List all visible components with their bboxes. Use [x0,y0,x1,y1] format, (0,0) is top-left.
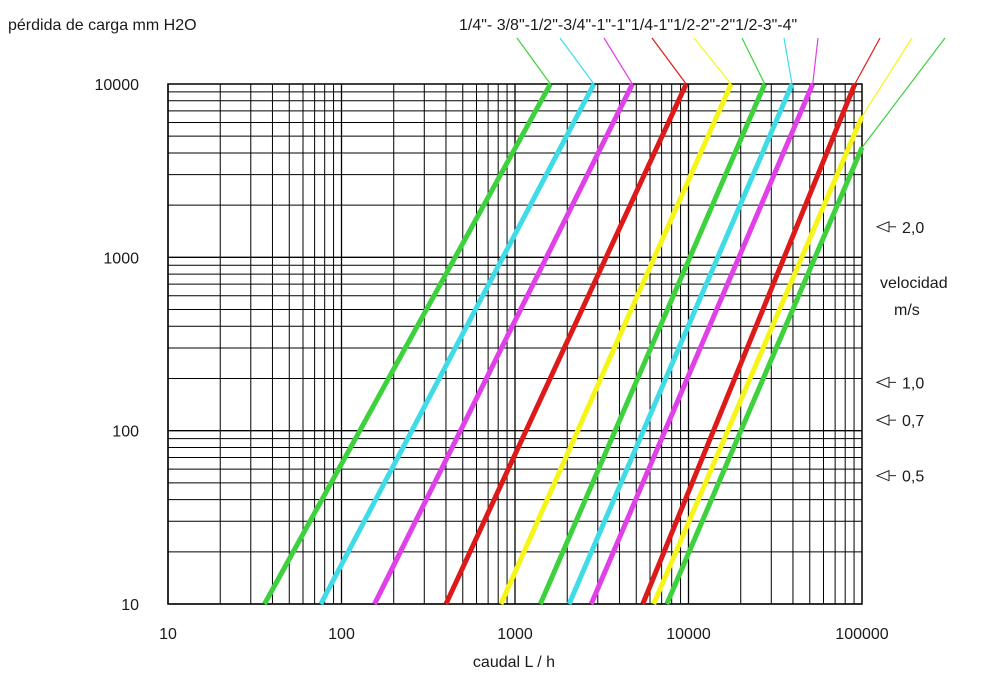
y-tick-label: 10 [121,597,139,614]
leader-line-1 [516,37,551,85]
pipe-line-8 [588,83,816,605]
velocity-value: 0,7 [902,413,924,430]
leader-line-6 [741,37,766,85]
pipe-line-6 [538,83,768,605]
velocity-unit: m/s [894,302,920,319]
leader-line-8 [812,37,819,85]
pipe-line-3 [372,82,635,606]
x-axis-title: caudal L / h [473,654,555,671]
leader-line-3 [603,37,633,85]
axis-tick-labels: 10 100 1000 10000 10 100 1000 10000 100000 [95,77,889,643]
velocity-arrow-icon [875,221,890,233]
x-tick-label: 100 [328,626,355,643]
velocity-marker-1: 2,0 [875,220,924,237]
velocity-scale: velocidad m/s 2,0 1,0 0,7 0,5 [875,220,948,486]
pipe-line-10 [651,115,865,605]
velocity-marker-3: 0,7 [875,413,924,430]
leader-line-10 [861,37,913,117]
x-tick-label: 10000 [666,626,711,643]
leader-line-2 [559,37,595,85]
pipe-size-lines [262,82,865,606]
velocity-value: 0,5 [902,469,924,486]
leader-line-4 [651,37,687,85]
leader-line-5 [693,37,732,85]
pipe-line-4 [443,82,689,606]
leader-line-11 [861,37,946,148]
x-tick-label: 100000 [835,626,888,643]
pipe-line-9 [640,83,858,605]
pipe-size-leaders [516,37,946,148]
plot-grid [167,83,863,605]
y-tick-label: 1000 [103,250,139,267]
plot-frame [167,83,863,605]
velocity-arrow-icon [875,469,890,482]
velocity-arrow-icon [875,414,890,426]
pipe-line-11 [664,146,865,605]
velocity-value: 2,0 [902,220,924,237]
velocity-marker-2: 1,0 [875,375,924,392]
x-tick-label: 10 [159,626,177,643]
y-tick-label: 100 [112,424,139,441]
y-axis-title: pérdida de carga mm H2O [8,17,197,34]
pipe-line-5 [498,82,734,606]
velocity-value: 1,0 [902,375,924,392]
pipe-line-1 [262,82,553,606]
pipe-sizes-header: 1/4"- 3/8"-1/2"-3/4"-1"-1"1/4-1"1/2-2"-2… [459,17,797,34]
y-tick-label: 10000 [95,77,140,94]
velocity-title: velocidad [880,275,948,292]
pipe-line-2 [318,82,597,606]
x-tick-label: 1000 [497,626,533,643]
velocity-marker-4: 0,5 [875,469,924,486]
pipe-line-7 [566,83,795,605]
leader-line-9 [854,37,881,85]
velocity-arrow-icon [875,376,890,389]
leader-line-7 [783,37,793,85]
